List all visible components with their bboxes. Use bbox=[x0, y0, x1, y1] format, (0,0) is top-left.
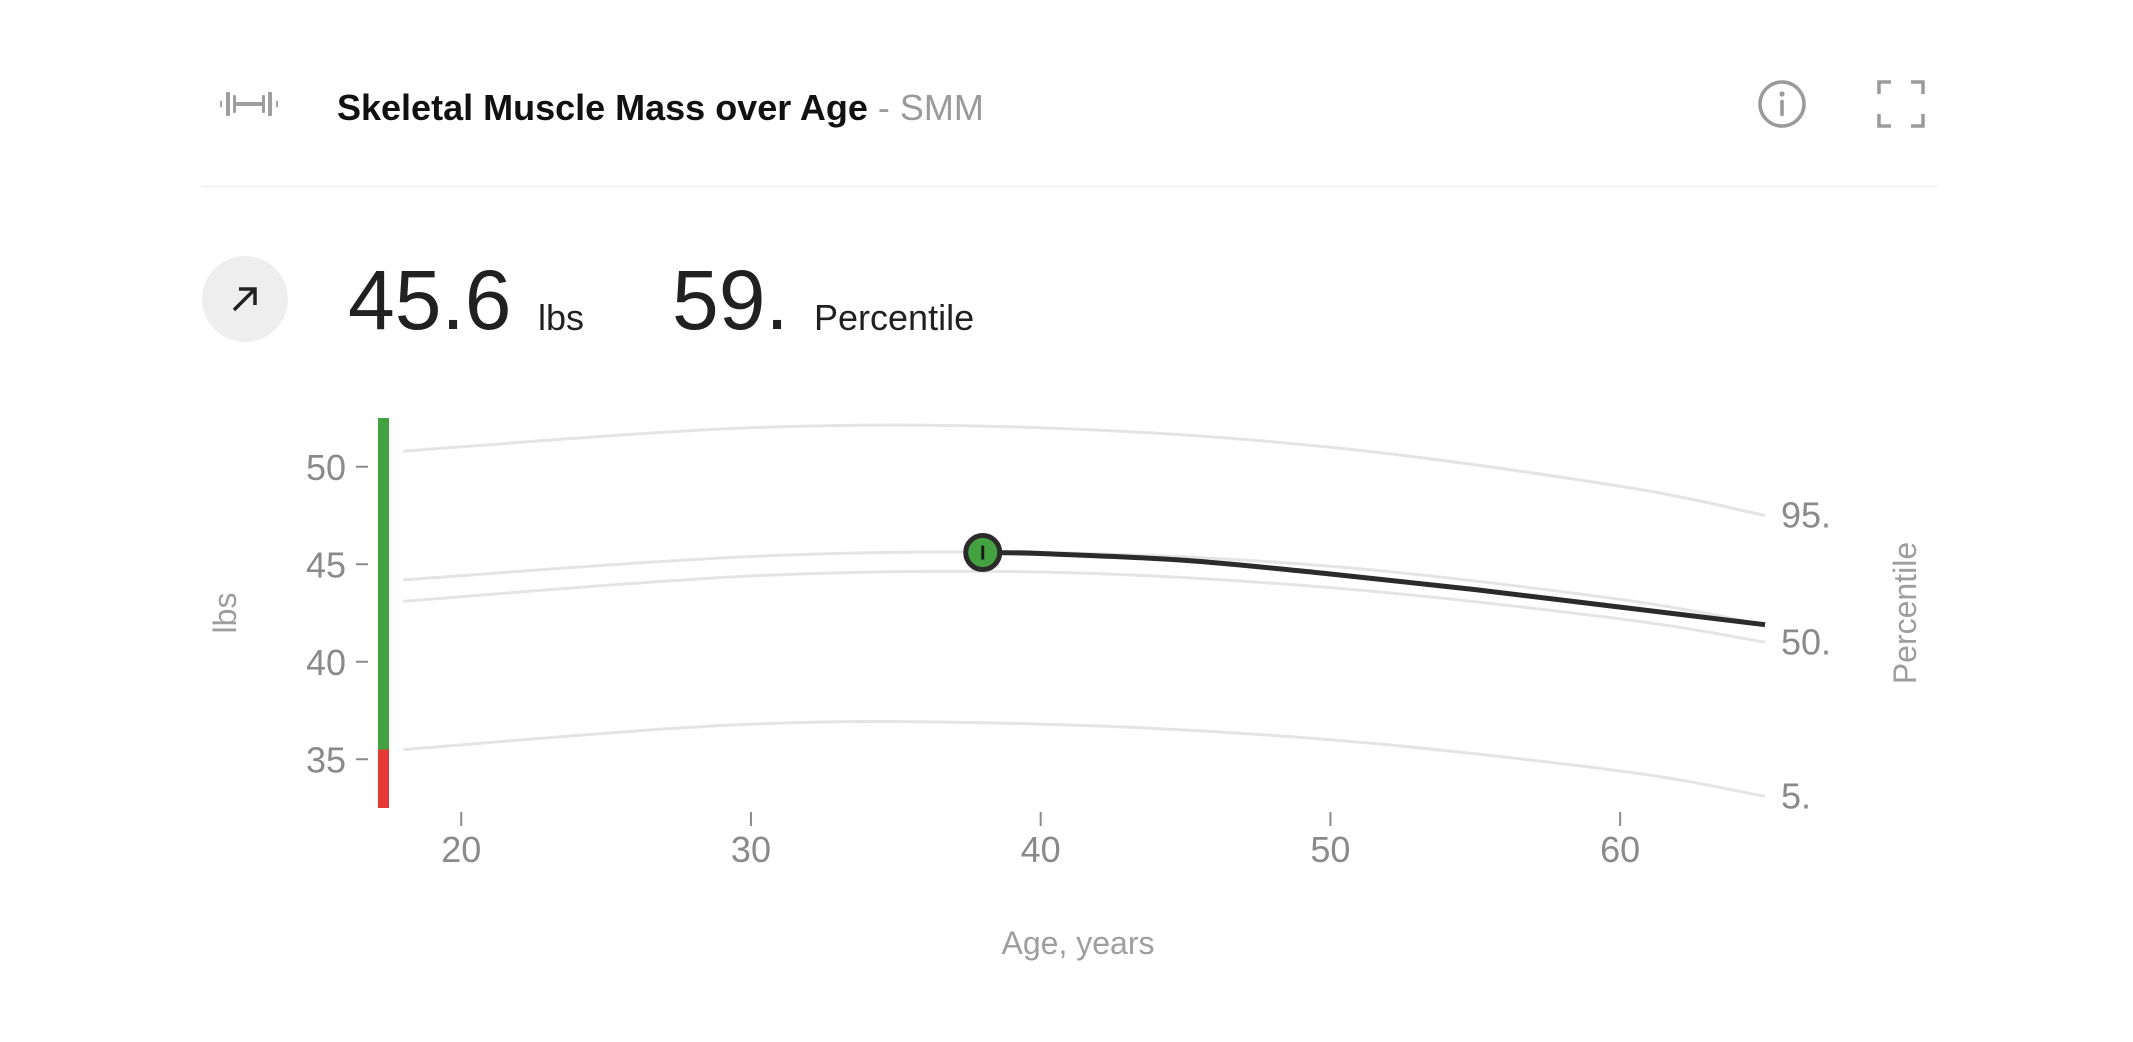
current-value: 45.6 bbox=[348, 253, 512, 347]
fullscreen-icon[interactable] bbox=[1873, 76, 1929, 132]
title-separator: - bbox=[867, 87, 900, 128]
title-abbreviation: SMM bbox=[899, 87, 984, 128]
arrow-up-right-icon bbox=[232, 287, 257, 312]
title-text: Skeletal Muscle Mass over Age bbox=[337, 87, 868, 128]
y-tick-label: 50 bbox=[306, 447, 346, 488]
y-tick-label: 45 bbox=[306, 544, 346, 585]
card-header: Skeletal Muscle Mass over Age - SMM bbox=[202, 60, 1938, 187]
reference-curve bbox=[403, 569, 1766, 644]
y-axis-title: lbs bbox=[207, 593, 243, 634]
percentile-curve-label: 50. bbox=[1781, 621, 1831, 662]
percentile-curve-label: 5. bbox=[1781, 775, 1811, 816]
x-tick-label: 30 bbox=[731, 829, 771, 870]
stats-row: 45.6 lbs 59. Percentile bbox=[202, 252, 1102, 352]
y-tick-label: 40 bbox=[306, 642, 346, 683]
x-axis-title: Age, years bbox=[1002, 925, 1155, 961]
trend-button[interactable] bbox=[202, 256, 288, 342]
reference-curve bbox=[403, 423, 1766, 517]
percentile-curve-label: 95. bbox=[1781, 495, 1831, 536]
card-title: Skeletal Muscle Mass over Age - SMM bbox=[337, 84, 984, 132]
x-tick-label: 50 bbox=[1310, 829, 1350, 870]
smm-trend-line bbox=[982, 550, 1766, 628]
y-tick-label: 35 bbox=[306, 739, 346, 780]
x-tick-label: 20 bbox=[441, 829, 481, 870]
reference-curve bbox=[403, 720, 1766, 798]
percentile-axis-title: Percentile bbox=[1887, 542, 1923, 684]
x-tick-label: 40 bbox=[1021, 829, 1061, 870]
reference-curve bbox=[403, 550, 1766, 627]
x-tick-label: 60 bbox=[1600, 829, 1640, 870]
percentile-value: 59. bbox=[672, 253, 789, 347]
range-bar-healthy bbox=[378, 418, 389, 750]
value-unit: lbs bbox=[538, 297, 585, 338]
range-bar-low bbox=[378, 749, 389, 808]
percentile-label: Percentile bbox=[814, 297, 975, 338]
info-icon[interactable] bbox=[1754, 76, 1810, 132]
dumbbell-icon bbox=[220, 92, 278, 116]
